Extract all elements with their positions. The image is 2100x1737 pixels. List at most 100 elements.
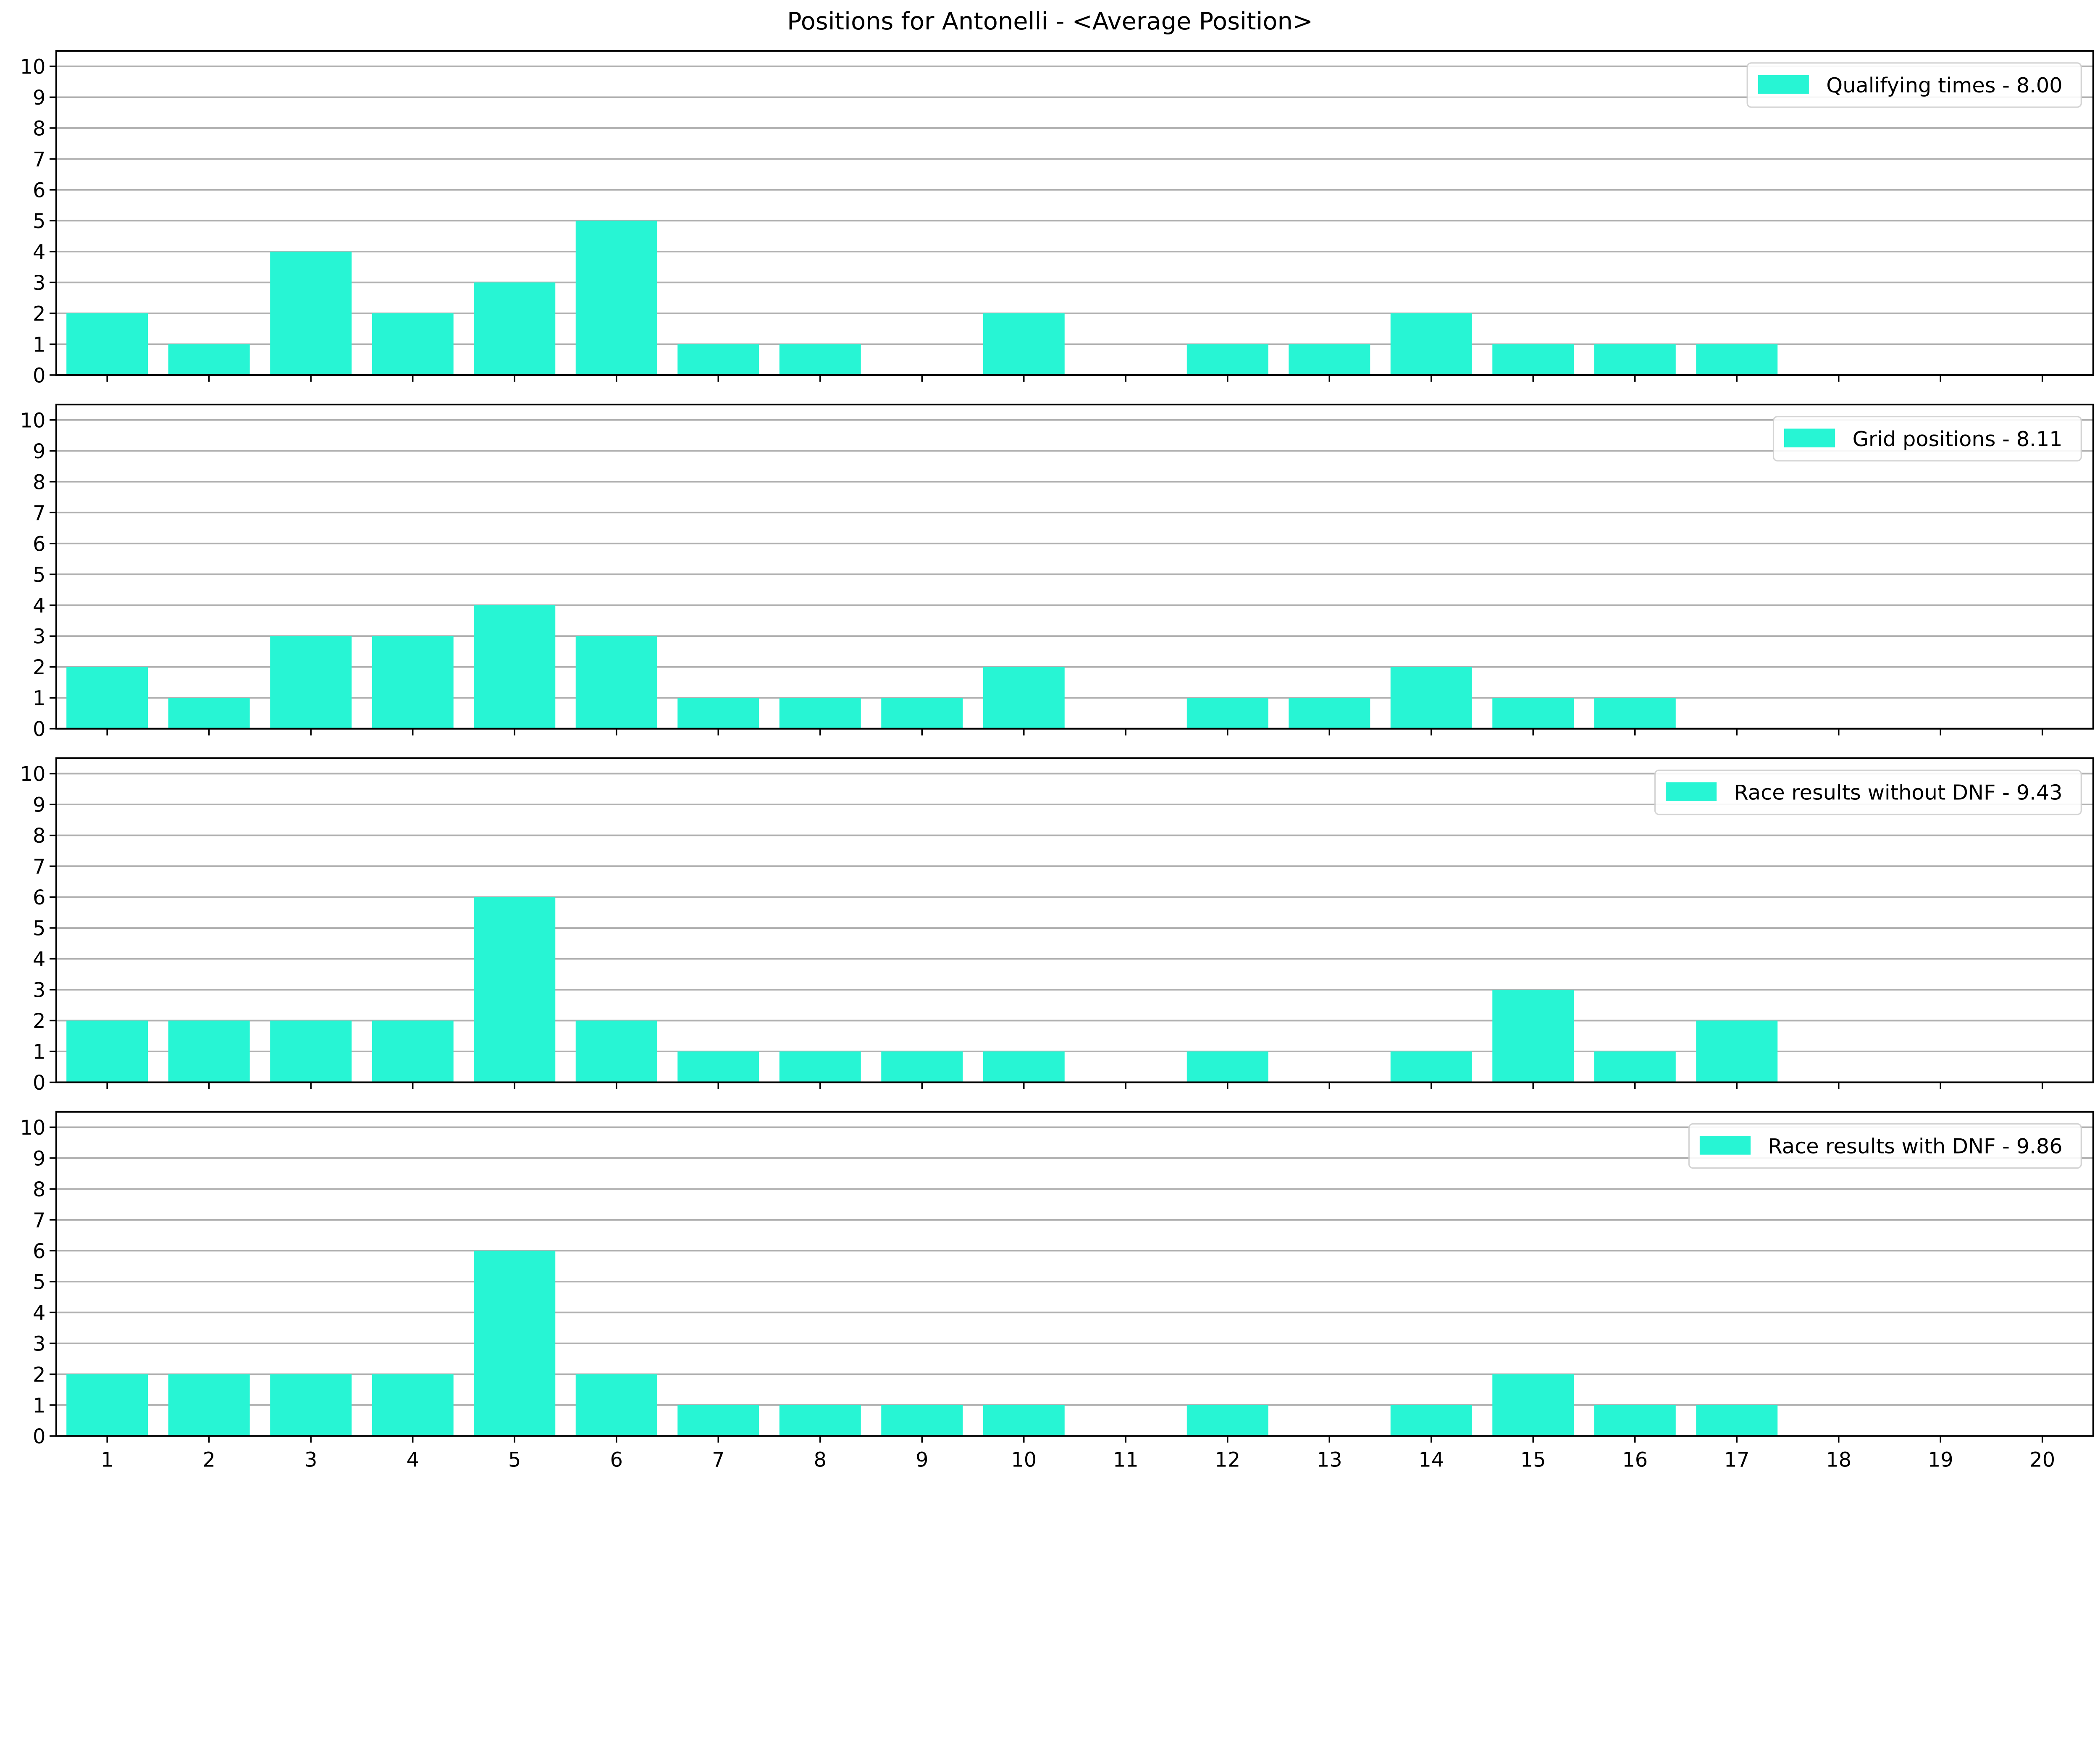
legend-swatch <box>1758 75 1809 94</box>
y-tick-label: 4 <box>33 594 45 618</box>
bar <box>1696 344 1778 375</box>
y-tick-label: 3 <box>33 979 45 1002</box>
x-tick-label: 6 <box>610 1449 622 1472</box>
legend-swatch <box>1699 1136 1751 1155</box>
y-tick-label: 10 <box>20 55 46 79</box>
x-tick-label: 5 <box>508 1449 521 1472</box>
bar <box>1390 1051 1472 1083</box>
y-tick-label: 4 <box>33 1302 45 1325</box>
x-tick-label: 3 <box>304 1449 317 1472</box>
x-tick-label: 1 <box>101 1449 113 1472</box>
y-tick-label: 7 <box>33 856 45 879</box>
axes-frame <box>55 403 2095 730</box>
bar <box>1594 698 1676 729</box>
bar <box>1492 698 1574 729</box>
y-tick-label: 3 <box>33 625 45 649</box>
x-tick-label: 7 <box>712 1449 724 1472</box>
bar <box>168 698 250 729</box>
x-tick-label: 20 <box>2029 1449 2055 1472</box>
y-tick-label: 6 <box>33 179 45 202</box>
bar <box>779 698 861 729</box>
bar <box>1696 1405 1778 1436</box>
bar <box>575 636 657 729</box>
bar <box>779 1051 861 1083</box>
y-tick-label: 7 <box>33 1209 45 1232</box>
x-tick-label: 8 <box>814 1449 827 1472</box>
y-tick-label: 0 <box>33 718 45 741</box>
bar <box>983 313 1065 375</box>
legend-swatch <box>1665 782 1717 801</box>
bar <box>168 1020 250 1083</box>
axes-frame <box>55 50 2095 376</box>
y-tick-label: 5 <box>33 210 45 233</box>
bar <box>983 1051 1065 1083</box>
bar <box>677 1051 759 1083</box>
legend: Grid positions - 8.11 <box>1772 416 2082 462</box>
chart-title: Positions for Antonelli - <Average Posit… <box>787 7 1313 35</box>
bar <box>270 1020 352 1083</box>
bar <box>1594 1405 1676 1436</box>
y-tick-label: 0 <box>33 1072 45 1095</box>
bar <box>1186 1405 1268 1436</box>
y-tick-label: 5 <box>33 1271 45 1294</box>
legend-box <box>1654 769 2082 815</box>
bar <box>983 1405 1065 1436</box>
bar <box>1289 698 1370 729</box>
bar <box>66 313 148 375</box>
y-tick-label: 9 <box>33 440 45 463</box>
legend-label: Race results without DNF - 9.43 <box>1734 780 2063 805</box>
axes-frame <box>55 1111 2095 1437</box>
y-tick-label: 7 <box>33 148 45 171</box>
y-tick-label: 4 <box>33 241 45 264</box>
y-tick-label: 3 <box>33 272 45 295</box>
bar <box>1390 667 1472 729</box>
bar <box>474 282 556 375</box>
y-tick-label: 2 <box>33 1010 45 1033</box>
y-tick-label: 1 <box>33 334 45 357</box>
bar <box>474 1251 556 1436</box>
y-tick-label: 10 <box>20 1117 46 1140</box>
y-tick-label: 9 <box>33 1147 45 1170</box>
x-tick-label: 17 <box>1724 1449 1750 1472</box>
bar <box>1390 313 1472 375</box>
bar <box>779 1405 861 1436</box>
y-tick-label: 0 <box>33 1425 45 1448</box>
bar <box>881 1051 963 1083</box>
subplot-1: 0 1 2 3 4 5 6 7 8 9 10 Qualifying times - 8.00 <box>20 50 2095 387</box>
x-tick-label: 2 <box>202 1449 215 1472</box>
x-tick-label: 14 <box>1418 1449 1444 1472</box>
x-tick-label: 9 <box>916 1449 928 1472</box>
x-tick-label: 4 <box>406 1449 419 1472</box>
bar <box>270 636 352 729</box>
x-tick-label: 15 <box>1520 1449 1546 1472</box>
y-tick-label: 8 <box>33 117 45 140</box>
legend-box <box>1746 62 2082 108</box>
x-tick-label: 12 <box>1215 1449 1240 1472</box>
axes-frame <box>55 757 2095 1083</box>
bar <box>168 344 250 375</box>
legend: Qualifying times - 8.00 <box>1746 62 2082 108</box>
bar <box>474 897 556 1083</box>
y-tick-label: 2 <box>33 656 45 679</box>
bar <box>575 1020 657 1083</box>
x-tick-label: 13 <box>1317 1449 1342 1472</box>
y-tick-label: 1 <box>33 1394 45 1417</box>
y-tick-label: 5 <box>33 917 45 941</box>
y-tick-label: 1 <box>33 1041 45 1064</box>
chart-figure: Positions for Antonelli - <Average Posit… <box>20 7 2095 1472</box>
bar <box>66 667 148 729</box>
bar <box>1186 344 1268 375</box>
bar <box>1390 1405 1472 1436</box>
y-tick-label: 8 <box>33 825 45 848</box>
bar <box>677 698 759 729</box>
y-tick-label: 10 <box>20 409 46 432</box>
bar <box>270 1374 352 1436</box>
bar <box>1594 1051 1676 1083</box>
bar <box>1594 344 1676 375</box>
y-tick-label: 2 <box>33 302 45 326</box>
legend-box <box>1772 416 2082 462</box>
legend-label: Race results with DNF - 9.86 <box>1768 1134 2063 1159</box>
bar <box>372 313 454 375</box>
bar <box>168 1374 250 1436</box>
